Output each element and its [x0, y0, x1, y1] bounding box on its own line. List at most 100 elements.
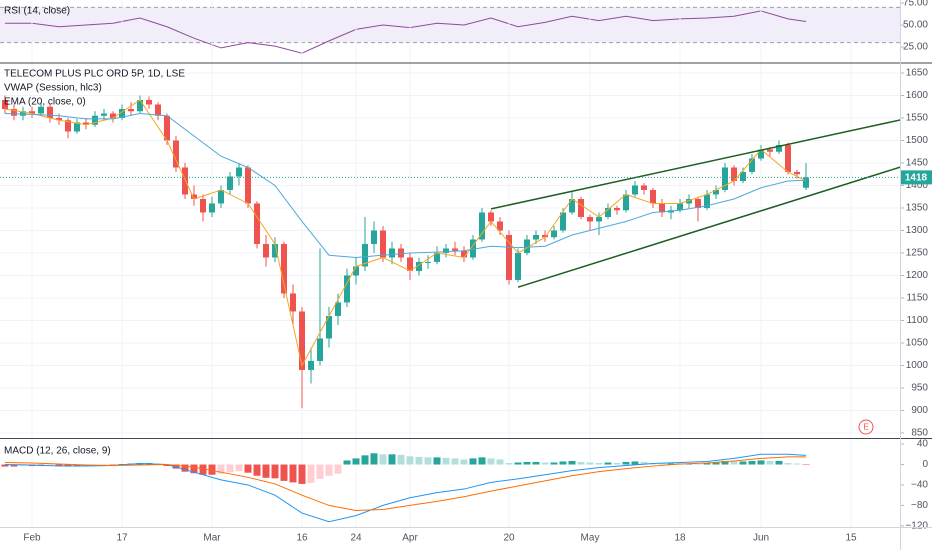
macd-histogram-bar	[604, 462, 612, 465]
y-tick-label: 0	[922, 459, 928, 470]
vwap-legend: VWAP (Session, hlc3)	[4, 83, 102, 94]
candle-body	[380, 230, 386, 258]
macd-histogram-bar	[109, 464, 117, 466]
macd-histogram-bar	[262, 464, 270, 478]
macd-histogram-bar	[307, 464, 315, 483]
candle-body	[209, 203, 215, 213]
candle-body	[218, 189, 224, 204]
earnings-marker-label[interactable]: E	[863, 423, 868, 432]
indicator-line	[4, 99, 807, 367]
candle-body	[353, 266, 359, 276]
candle-body	[155, 104, 161, 116]
ema-legend: EMA (20, close, 0)	[4, 97, 86, 108]
candle-body	[578, 198, 584, 217]
candle-body	[191, 194, 197, 199]
macd-histogram-bar	[46, 464, 54, 466]
candle-body	[101, 113, 107, 116]
candle-body	[182, 167, 188, 195]
y-tick-label: 1600	[906, 90, 929, 101]
candle-body	[542, 234, 548, 238]
candle-body	[434, 252, 440, 262]
candle-body	[740, 171, 746, 181]
candle-body	[479, 212, 485, 240]
candle-body	[308, 360, 314, 370]
y-tick-label: 1150	[906, 293, 928, 304]
macd-histogram-bar	[460, 459, 468, 465]
macd-histogram-bar	[802, 464, 810, 466]
candle-body	[632, 185, 638, 195]
y-tick-label: 1250	[906, 248, 929, 259]
macd-histogram-bar	[208, 464, 216, 475]
macd-histogram-bar	[361, 455, 369, 465]
candle-body	[290, 293, 296, 312]
macd-histogram-bar	[64, 464, 72, 467]
candle-body	[281, 243, 287, 294]
macd-histogram-bar	[667, 463, 675, 465]
candle-body	[65, 120, 71, 132]
x-tick-label: Jun	[753, 533, 769, 544]
candle-body	[560, 212, 566, 231]
macd-histogram-bar	[514, 462, 522, 465]
candle-body	[659, 203, 665, 213]
candle-body	[785, 144, 791, 172]
candle-body	[767, 149, 773, 152]
macd-histogram-bar	[730, 461, 738, 465]
candle-body	[110, 113, 116, 118]
x-tick-label: 20	[503, 533, 515, 544]
macd-histogram-bar	[370, 453, 378, 465]
macd-histogram-bar	[289, 464, 297, 483]
macd-histogram-bar	[298, 464, 306, 484]
macd-histogram-bar	[487, 458, 495, 465]
macd-histogram-bar	[100, 464, 108, 466]
macd-histogram-bar	[343, 460, 351, 465]
macd-histogram-bar	[712, 462, 720, 465]
candle-body	[623, 194, 629, 211]
candle-body	[326, 315, 332, 339]
macd-histogram-bar	[523, 461, 531, 465]
candle-body	[722, 167, 728, 190]
x-tick-label: May	[581, 533, 600, 544]
candle-body	[128, 108, 134, 112]
candle-body	[569, 198, 575, 213]
candle-body	[776, 144, 782, 152]
macd-histogram-bar	[631, 461, 639, 465]
candle-body	[398, 248, 404, 258]
candle-body	[533, 234, 539, 240]
macd-histogram-bar	[280, 464, 288, 481]
candle-body	[425, 261, 431, 263]
candle-body	[416, 261, 422, 271]
candle-body	[254, 203, 260, 244]
candle-body	[362, 243, 368, 267]
candle-body	[614, 207, 620, 211]
candle-body	[245, 167, 251, 204]
candle-body	[344, 275, 350, 303]
earnings-marker[interactable]	[858, 419, 874, 435]
y-tick-label: 1000	[906, 360, 929, 371]
candle-body	[164, 115, 170, 141]
macd-histogram-bar	[226, 464, 234, 473]
y-tick-label: 1400	[906, 180, 929, 191]
macd-histogram-bar	[55, 464, 63, 467]
x-tick-label: 16	[296, 533, 308, 544]
candle-body	[506, 234, 512, 280]
macd-histogram-bar	[766, 460, 774, 465]
macd-histogram-bar	[505, 462, 513, 465]
macd-histogram-bar	[577, 461, 585, 465]
macd-histogram-bar	[397, 454, 405, 465]
y-tick-label: 75.00	[903, 0, 928, 9]
x-tick-label: Apr	[402, 533, 418, 544]
candle-body	[443, 248, 449, 253]
candle-body	[515, 252, 521, 280]
candle-body	[335, 302, 341, 316]
y-tick-label: 850	[911, 428, 928, 439]
macd-histogram-bar	[181, 464, 189, 472]
macd-histogram-bar	[478, 457, 486, 465]
macd-histogram-bar	[640, 461, 648, 465]
candle-body	[758, 149, 764, 159]
last-price-box	[901, 170, 932, 185]
macd-histogram-bar	[406, 456, 414, 465]
candle-body	[524, 239, 530, 253]
macd-histogram-bar	[586, 462, 594, 465]
candle-body	[236, 167, 242, 177]
